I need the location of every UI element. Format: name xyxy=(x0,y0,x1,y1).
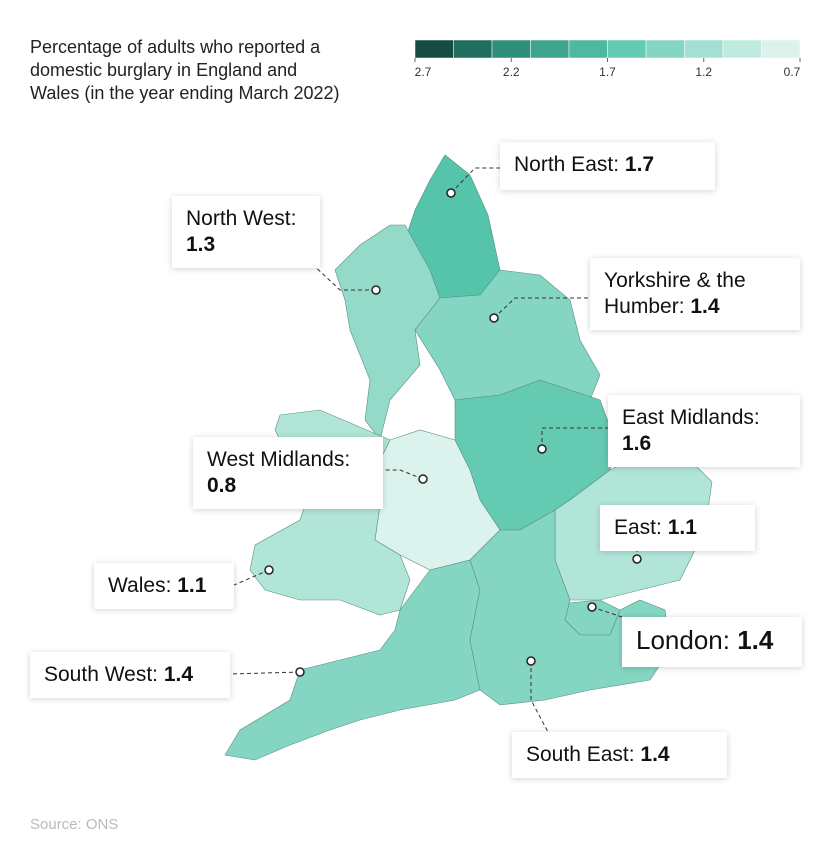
region-value: 1.6 xyxy=(622,432,652,455)
region-value: 1.3 xyxy=(186,233,216,256)
region-label: West Midlands: 0.8 xyxy=(193,437,383,509)
region-dot xyxy=(264,565,274,575)
region-value: 1.1 xyxy=(667,516,697,539)
legend-tick-label: 2.7 xyxy=(415,65,432,79)
region-label: Wales: 1.1 xyxy=(94,563,234,609)
legend-tick-label: 1.2 xyxy=(695,65,712,79)
region-label: East Midlands: 1.6 xyxy=(608,395,800,467)
region-label: North West: 1.3 xyxy=(172,196,320,268)
region-label: South West: 1.4 xyxy=(30,652,230,698)
legend-swatch xyxy=(645,39,685,59)
region-name: London: xyxy=(636,625,730,655)
leader-line xyxy=(229,671,301,675)
region-label: South East: 1.4 xyxy=(512,732,727,778)
region-dot xyxy=(489,313,499,323)
region-value: 1.4 xyxy=(640,743,670,766)
legend-tick-label: 1.7 xyxy=(599,65,616,79)
region-label: North East: 1.7 xyxy=(500,142,715,190)
leader-line xyxy=(493,297,590,319)
region-name: West Midlands: xyxy=(207,448,351,471)
region xyxy=(469,509,671,706)
source: Source: ONS xyxy=(30,816,119,833)
region-name: East: xyxy=(614,516,662,539)
region-value: 0.8 xyxy=(207,474,237,497)
legend-swatch xyxy=(761,39,801,59)
region-dot xyxy=(371,285,381,295)
legend-swatch xyxy=(607,39,647,59)
region-value: 1.4 xyxy=(690,295,720,318)
region-dot xyxy=(587,602,597,612)
region-name: North East: xyxy=(514,153,620,176)
region-dot xyxy=(632,554,642,564)
legend-tick-label: 2.2 xyxy=(503,65,520,79)
region-label: London: 1.4 xyxy=(622,617,802,667)
region-name: East Midlands: xyxy=(622,406,760,429)
region-name: South East: xyxy=(526,743,635,766)
region-dot xyxy=(446,188,456,198)
legend-swatch xyxy=(568,39,608,59)
region-name: South West: xyxy=(44,663,159,686)
legend-swatch xyxy=(453,39,493,59)
title: Percentage of adults who reported a dome… xyxy=(30,37,340,103)
region-dot xyxy=(295,667,305,677)
region-dot xyxy=(526,656,536,666)
region-name: Wales: xyxy=(108,574,172,597)
region-value: 1.4 xyxy=(737,625,774,655)
legend: 2.7 2.2 1.7 1.2 0.7 xyxy=(414,39,801,79)
leader-line xyxy=(541,427,608,449)
leader-line xyxy=(233,569,270,586)
region-name: Yorkshire & the Humber: xyxy=(604,269,746,318)
region-value: 1.4 xyxy=(163,663,194,686)
legend-swatch xyxy=(684,39,724,59)
dots xyxy=(264,188,642,677)
leader-line xyxy=(591,606,623,618)
leader-line xyxy=(383,469,424,480)
leader-line xyxy=(530,661,549,733)
region-label: Yorkshire & the Humber: 1.4 xyxy=(590,258,800,330)
legend-swatch xyxy=(722,39,762,59)
region-label: East: 1.1 xyxy=(600,505,755,551)
region xyxy=(414,269,601,401)
leader-line xyxy=(309,261,376,291)
region-value: 1.7 xyxy=(624,153,655,176)
legend-swatch xyxy=(530,39,570,59)
legend-tick-label: 0.7 xyxy=(784,65,801,79)
region-dot xyxy=(537,444,547,454)
region-dot xyxy=(418,474,428,484)
region-value: 1.1 xyxy=(177,574,207,597)
legend-swatch xyxy=(491,39,531,59)
legend-swatch xyxy=(414,39,454,59)
leader-line xyxy=(450,167,500,194)
region-name: North West: xyxy=(186,207,297,230)
